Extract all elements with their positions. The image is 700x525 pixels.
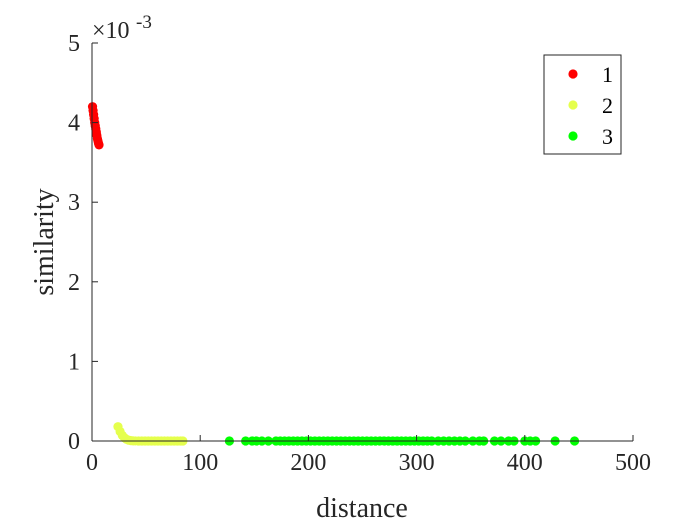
x-tick-label: 300: [399, 450, 435, 476]
legend-label: 3: [602, 124, 613, 149]
y-exponent-label: ×10 -3: [92, 12, 152, 44]
x-tick-label: 200: [290, 450, 326, 476]
plot-area: [87, 102, 580, 446]
x-tick-label: 500: [615, 450, 651, 476]
series-1: [87, 102, 104, 150]
legend-marker: [568, 131, 578, 141]
x-tick-label: 100: [182, 450, 218, 476]
x-axis-title: distance: [316, 493, 408, 524]
y-exponent-power: -3: [136, 12, 152, 33]
legend: 1 2 3: [543, 54, 622, 155]
legend-entry-3: 3: [568, 124, 613, 149]
x-tick-label: 400: [507, 450, 543, 476]
legend-label: 2: [602, 93, 613, 118]
legend-marker: [568, 100, 578, 110]
y-exponent-base: ×10: [92, 18, 130, 44]
x-tick-label: 0: [86, 450, 98, 476]
y-tick-label: 2: [68, 270, 80, 296]
axes: 0 100 200 300 400 500 0 1 2 3 4 5: [68, 31, 651, 476]
legend-entry-2: 2: [568, 93, 613, 118]
y-tick-label: 0: [68, 429, 80, 455]
legend-label: 1: [602, 62, 613, 87]
data-point: [94, 140, 104, 150]
y-tick-label: 5: [68, 31, 80, 57]
y-tick-label: 3: [68, 190, 80, 216]
y-tick-label: 1: [68, 349, 80, 375]
y-axis-title: similarity: [29, 188, 60, 295]
y-tick-label: 4: [68, 111, 80, 137]
legend-box: [543, 54, 622, 155]
legend-entry-1: 1: [568, 62, 613, 87]
series-2: [113, 422, 188, 446]
legend-marker: [568, 69, 578, 79]
